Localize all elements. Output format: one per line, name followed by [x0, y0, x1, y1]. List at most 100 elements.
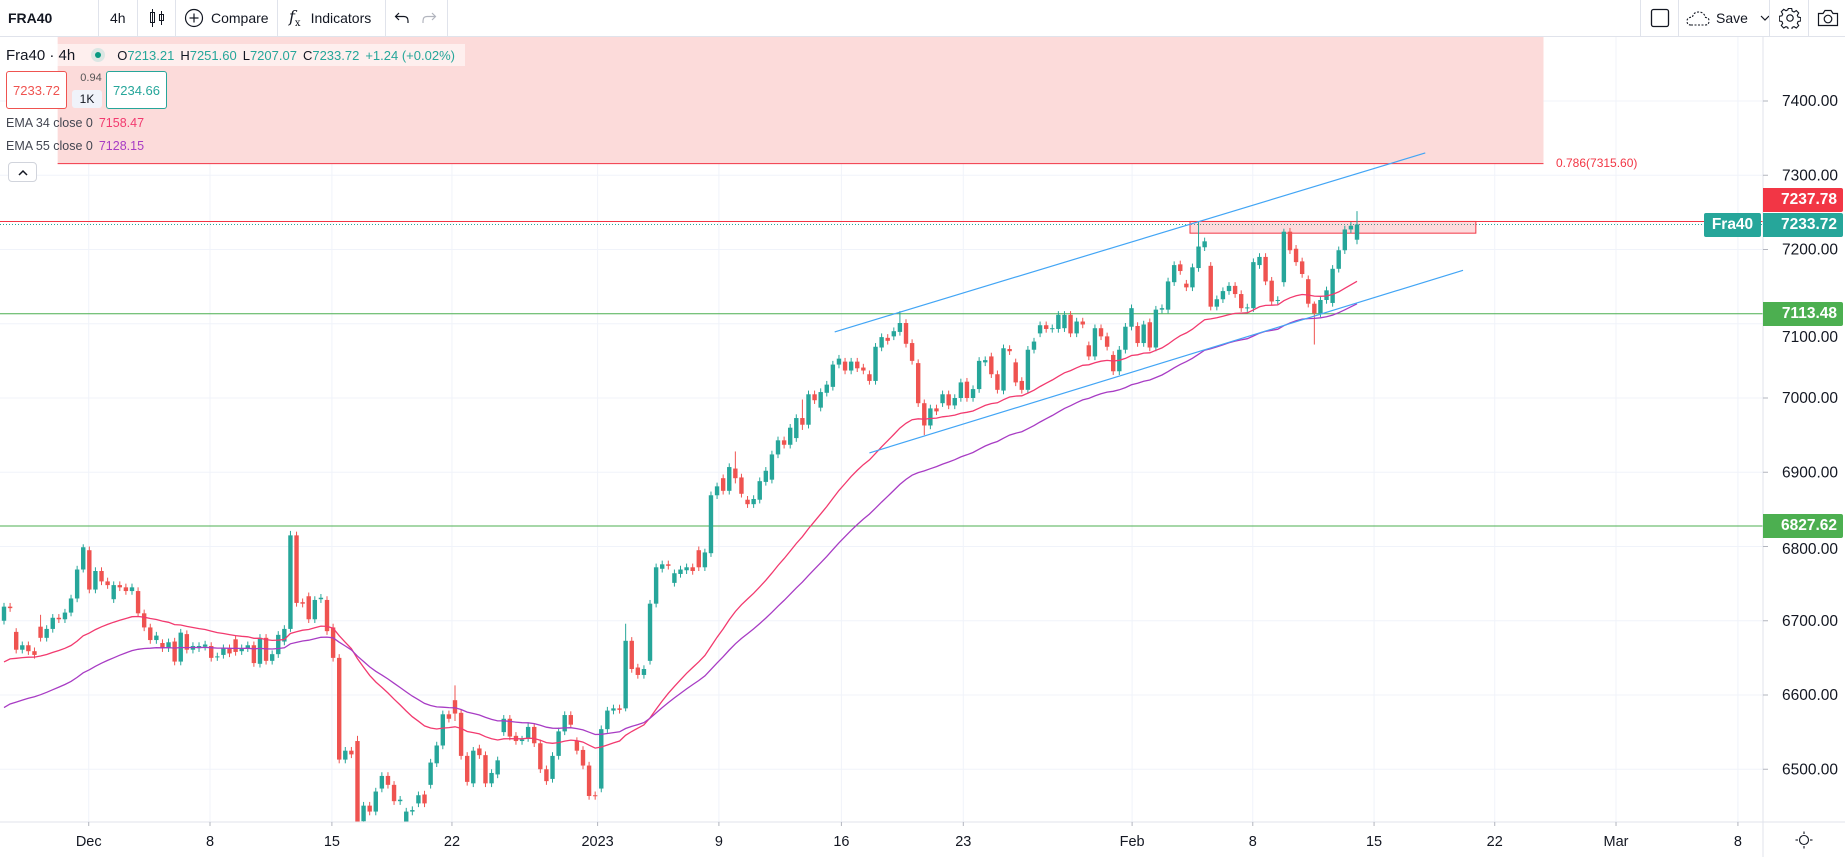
candle-body	[1141, 324, 1146, 344]
series-legend[interactable]: Fra40 · 4h O7213.21 H7251.60 L7207.07 C7…	[6, 44, 465, 66]
candle-body	[1184, 283, 1189, 288]
candle	[464, 752, 470, 786]
candle	[714, 482, 720, 499]
channel-lower-trendline	[869, 269, 1464, 454]
snapshot-button[interactable]	[1817, 0, 1839, 36]
candle	[1269, 276, 1274, 306]
candle	[257, 634, 263, 668]
candle	[1214, 295, 1220, 311]
candle	[720, 474, 726, 495]
sell-button[interactable]: 7233.72	[6, 71, 67, 109]
symbol-search-button[interactable]: FRA40	[8, 0, 52, 36]
candle-body	[13, 631, 19, 650]
candle	[172, 637, 177, 666]
price-tick-label: 7400.00	[1782, 93, 1838, 110]
candle-body	[995, 374, 1000, 390]
candle-body	[81, 547, 86, 570]
chart-type-button[interactable]	[149, 0, 165, 36]
candle	[111, 581, 116, 603]
candle-body	[1202, 241, 1207, 248]
candle	[824, 380, 829, 397]
candle	[1141, 320, 1146, 347]
compare-button[interactable]: Compare	[184, 0, 269, 36]
chevron-down-icon	[1760, 15, 1770, 21]
candle	[873, 343, 878, 385]
candle-body	[940, 394, 945, 404]
candle	[44, 625, 49, 642]
candle	[781, 436, 787, 449]
candle-body	[1239, 294, 1244, 309]
candle-body	[592, 795, 598, 797]
open-label: O	[117, 47, 128, 63]
candle-body	[1056, 314, 1061, 329]
price-axis[interactable]: 7400.00 7300.00 7200.00 7100.00 7000.00 6900.…	[1763, 93, 1838, 778]
ema34-value: 7158.47	[98, 116, 145, 130]
candle-body	[489, 772, 494, 784]
ema34-line	[3, 280, 1358, 749]
redo-button[interactable]	[421, 0, 437, 36]
candle-body	[184, 634, 190, 650]
settings-button[interactable]	[1779, 0, 1801, 36]
candle	[1324, 286, 1329, 304]
candle	[605, 706, 610, 733]
candle-body	[1104, 336, 1110, 347]
time-axis[interactable]: Dec 8 15 22 2023 9 16 23 Feb 8 15 22 Mar 8	[76, 822, 1742, 850]
collapse-legend-button[interactable]	[8, 162, 37, 182]
candle	[1019, 377, 1024, 394]
candle-body	[891, 331, 897, 337]
candle	[848, 357, 854, 375]
candle	[812, 390, 817, 404]
candle	[1281, 228, 1287, 287]
last-price-badge: 7233.72	[1763, 213, 1843, 237]
candle	[489, 769, 494, 788]
time-tick-label: Feb	[1120, 834, 1145, 850]
candle	[830, 360, 836, 391]
candle	[653, 563, 659, 608]
candle	[269, 650, 275, 665]
candle-body	[800, 418, 805, 425]
save-button[interactable]: Save	[1686, 0, 1770, 36]
candle	[538, 739, 543, 773]
candle	[1165, 277, 1171, 314]
candle	[1312, 301, 1317, 345]
candle	[1245, 303, 1250, 312]
candle-body	[617, 708, 622, 710]
candle	[483, 751, 488, 788]
candle-body	[1031, 341, 1037, 350]
candle-body	[1293, 248, 1299, 263]
candle-body	[812, 394, 817, 401]
fullscreen-button[interactable]	[1650, 0, 1670, 36]
resistance-rectangle	[1189, 220, 1477, 234]
candle	[556, 727, 561, 760]
candle-body	[794, 418, 799, 439]
candle	[635, 663, 641, 679]
interval-button[interactable]: 4h	[110, 0, 126, 36]
scale-settings-button[interactable]	[1795, 831, 1813, 854]
candle-body	[1178, 264, 1183, 272]
candle	[1208, 262, 1213, 311]
candle	[282, 625, 287, 646]
candle	[1037, 321, 1043, 338]
candle	[1153, 305, 1159, 352]
candle-body	[806, 394, 811, 425]
buy-button[interactable]: 7234.66	[106, 71, 167, 109]
indicators-button[interactable]: fx Indicators	[289, 0, 371, 36]
candle	[416, 791, 421, 808]
candle	[428, 758, 433, 789]
order-quantity[interactable]: 1K	[72, 90, 102, 108]
candle	[404, 807, 409, 822]
price-tick-label: 7000.00	[1782, 390, 1838, 407]
ema55-legend[interactable]: EMA 55 close 0 7128.15	[6, 139, 144, 153]
candle-body	[239, 648, 244, 652]
candle-body	[44, 628, 49, 638]
candle	[56, 614, 62, 623]
high-value: 7251.60	[189, 47, 237, 63]
candle-body	[349, 750, 354, 755]
candle-body	[501, 718, 506, 733]
ema34-legend[interactable]: EMA 34 close 0 7158.47	[6, 116, 144, 130]
candle	[1171, 261, 1177, 286]
undo-button[interactable]	[394, 0, 410, 36]
candle	[1050, 324, 1055, 333]
candle-body	[257, 637, 263, 664]
